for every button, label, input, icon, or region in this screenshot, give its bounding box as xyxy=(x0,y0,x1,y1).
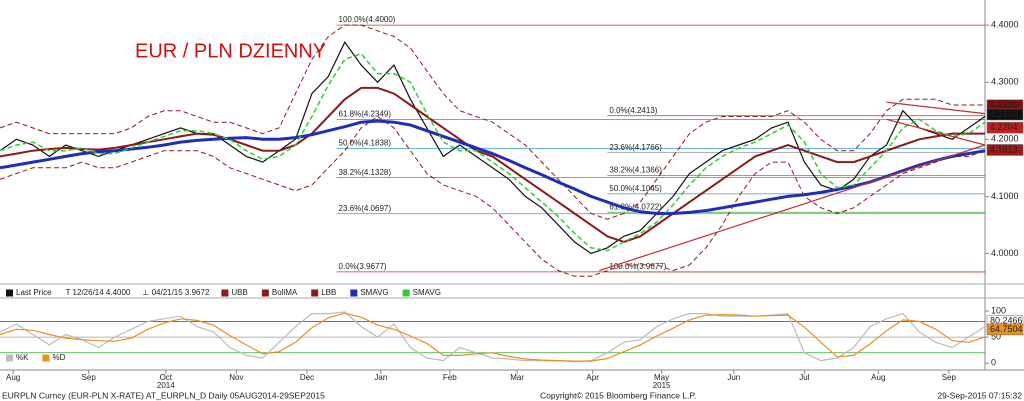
level-label: 38.2%(4.1328) xyxy=(339,168,392,177)
trend-line xyxy=(886,101,986,115)
series-line xyxy=(0,24,985,220)
footer-left: EURPLN Curncy (EUR-PLN X-RATE) AT_EURPLN… xyxy=(2,390,325,400)
series-line xyxy=(0,41,986,255)
x-tick-label: Feb xyxy=(443,373,457,382)
y-tick-label: 4.0000 xyxy=(991,248,1019,258)
y-tick-label: 100 xyxy=(991,305,1006,315)
legend-swatch xyxy=(42,354,50,362)
series-line xyxy=(0,312,986,362)
legend-label: BollMA xyxy=(272,288,298,297)
legend-swatch xyxy=(6,289,13,297)
y-tick-label: 0 xyxy=(991,358,996,368)
series-line xyxy=(0,311,986,363)
level-label: 38.2%(4.1366) xyxy=(609,166,662,175)
series-line xyxy=(0,52,986,252)
level-label: 23.6%(4.0697) xyxy=(339,204,392,213)
legend-swatch xyxy=(6,354,13,362)
series-line xyxy=(0,119,986,215)
value-box xyxy=(986,108,1024,121)
value-box-label: 64.7504 xyxy=(990,324,1023,334)
legend-swatch xyxy=(311,289,319,297)
value-box xyxy=(986,121,1024,134)
series-line xyxy=(0,115,986,277)
x-tick-label: Dec xyxy=(300,373,314,382)
value-box-label: 80.2466 xyxy=(990,316,1023,326)
legend-annotation: T 12/26/14 4.4000 xyxy=(66,288,131,297)
value-box xyxy=(986,144,1024,156)
y-tick-label: 50 xyxy=(991,331,1001,341)
legend-swatch xyxy=(261,289,269,297)
x-tick-label: Sep xyxy=(82,373,97,382)
value-box-label: 4.2204 xyxy=(990,122,1018,132)
x-tick-label: Mar xyxy=(510,373,524,382)
level-label: 100.0%(4.4000) xyxy=(339,15,396,24)
x-tick-label: Nov xyxy=(229,373,243,382)
y-tick-label: 4.3000 xyxy=(991,77,1019,87)
x-tick-label: Oct xyxy=(160,373,173,382)
series-line xyxy=(0,86,985,244)
legend-swatch xyxy=(350,289,358,297)
legend-annotation: ⊥ 04/21/15 3.9672 xyxy=(142,288,210,297)
level-label: 100.0%(3.9677) xyxy=(609,262,666,271)
level-label: 61.8%(4.0722) xyxy=(609,202,662,211)
y-tick-label: 4.4000 xyxy=(991,20,1019,30)
legend-label: LBB xyxy=(321,288,336,297)
year-label: 2015 xyxy=(653,381,671,390)
legend-label: Last Price xyxy=(16,288,52,297)
legend-label: SMAVG xyxy=(413,288,441,297)
level-label: 61.8%(4.2349) xyxy=(339,109,392,118)
x-tick-label: Aug xyxy=(6,373,20,382)
level-label: 0.0%(4.2413) xyxy=(609,106,657,115)
legend-swatch xyxy=(402,289,410,297)
chart-title: EUR / PLN DZIENNY xyxy=(135,40,326,62)
footer-center: Copyright© 2015 Bloomberg Finance L.P. xyxy=(540,390,696,400)
y-tick-label: 4.1000 xyxy=(991,191,1019,201)
legend-label: UBB xyxy=(231,288,247,297)
level-label: 0.0%(3.9677) xyxy=(339,262,387,271)
year-label: 2014 xyxy=(157,381,175,390)
value-box-label: 4.2595 xyxy=(990,100,1018,110)
x-tick-label: Apr xyxy=(586,373,599,382)
trend-line xyxy=(886,118,986,146)
x-tick-label: Jul xyxy=(799,373,809,382)
value-box-label: 4.1813 xyxy=(990,144,1018,154)
x-tick-label: Jun xyxy=(727,373,740,382)
x-tick-label: Sep xyxy=(942,373,957,382)
level-label: 23.6%(4.1766) xyxy=(609,143,662,152)
level-label: 50.0%(4.1838) xyxy=(339,139,392,148)
legend-label: %D xyxy=(52,353,65,362)
legend-label: %K xyxy=(16,353,29,362)
value-box xyxy=(986,323,1024,336)
value-box-label: 4.2434 xyxy=(990,109,1018,119)
x-tick-label: Aug xyxy=(871,373,885,382)
footer-right: 29-Sep-2015 07:15:32 xyxy=(937,390,1022,400)
x-tick-label: May xyxy=(654,373,669,382)
trend-line xyxy=(599,144,986,272)
x-tick-label: Jan xyxy=(374,373,387,382)
legend-swatch xyxy=(221,289,229,297)
level-label: 50.0%(4.1045) xyxy=(609,184,662,193)
legend-label: SMAVG xyxy=(360,288,388,297)
y-tick-label: 4.2000 xyxy=(991,134,1019,144)
